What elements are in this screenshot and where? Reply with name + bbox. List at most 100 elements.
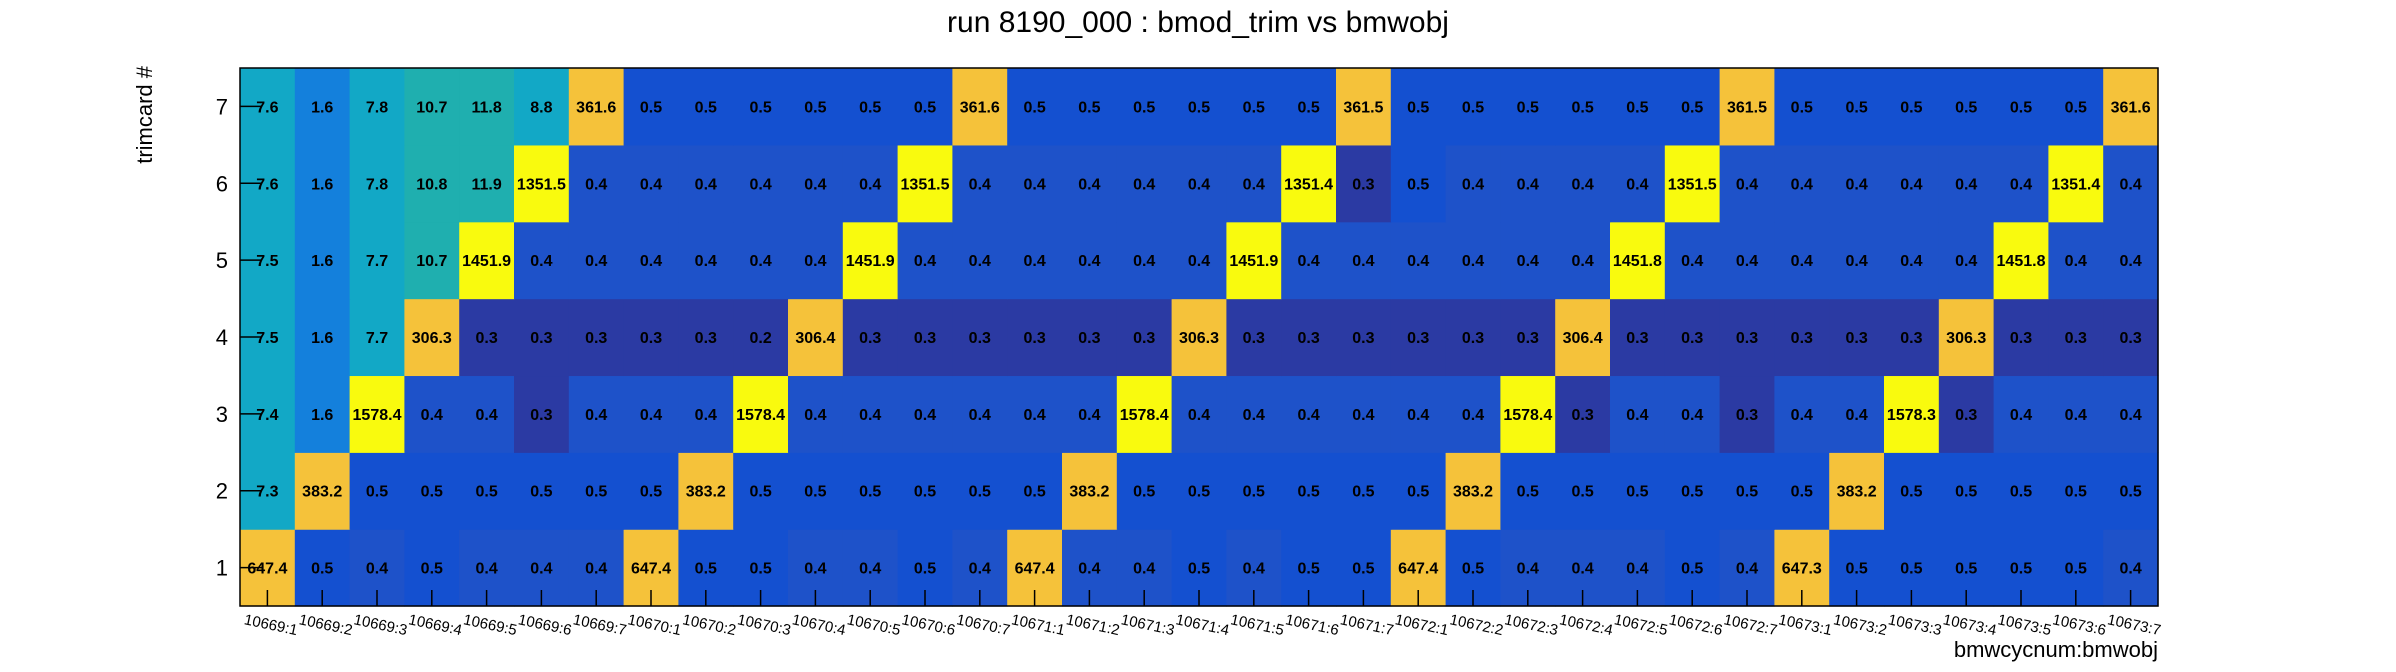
cell-value-label: 0.5 [366,484,388,501]
heatmap-cell [1171,452,1227,530]
heatmap-cell [623,375,679,453]
cell-value-label: 361.5 [1343,99,1383,116]
cell-value-label: 0.4 [1845,253,1867,270]
cell-value-label: 0.3 [1352,176,1374,193]
cell-value-label: 0.5 [804,99,826,116]
cell-value-label: 1.6 [311,99,333,116]
heatmap-cell [1500,221,1556,300]
heatmap-cell [1993,221,2049,300]
heatmap-cell [1993,452,2049,530]
cell-value-label: 0.4 [859,407,881,424]
cell-value-label: 0.4 [640,253,662,270]
heatmap-cell [623,298,679,377]
x-tick-label: 10671:5 [1229,611,1286,639]
cell-value-label: 0.4 [1078,407,1100,424]
cell-value-label: 0.3 [969,330,991,347]
heatmap-cell [1281,298,1337,377]
heatmap-cell [623,221,679,300]
cell-value-label: 647.4 [1398,561,1438,578]
cell-value-label: 0.5 [1845,99,1867,116]
cell-value-label: 0.3 [1736,330,1758,347]
cell-value-label: 0.4 [969,561,991,578]
heatmap-cell [2048,221,2104,300]
heatmap-cell [678,452,734,530]
cell-value-label: 1.6 [311,407,333,424]
cell-value-label: 1.6 [311,253,333,270]
heatmap-cell [897,68,953,146]
cell-value-label: 0.3 [1845,330,1867,347]
heatmap-cell [568,144,625,223]
cell-value-label: 0.5 [530,484,552,501]
cell-value-label: 361.5 [1727,99,1767,116]
cell-value-label: 0.3 [1023,330,1045,347]
cell-value-label: 0.5 [1078,99,1100,116]
cell-value-label: 0.4 [1900,176,1922,193]
cell-value-label: 0.4 [1023,253,1045,270]
cell-value-label: 0.5 [1297,484,1319,501]
heatmap-cell [1829,298,1885,377]
cell-value-label: 0.4 [1791,253,1813,270]
cell-value-label: 7.4 [256,407,278,424]
cell-value-label: 8.8 [530,99,552,116]
cell-value-label: 306.4 [795,330,835,347]
cell-value-label: 0.3 [1352,330,1374,347]
cell-value-label: 361.6 [576,99,616,116]
cell-value-label: 0.4 [2119,253,2141,270]
cell-value-label: 0.4 [1188,253,1210,270]
heatmap-cell [1281,144,1337,223]
cell-value-label: 0.4 [1352,253,1374,270]
heatmap-cell [404,452,460,530]
heatmap-cell [623,452,679,530]
cell-value-label: 647.4 [247,561,287,578]
heatmap-cell [1226,375,1282,453]
heatmap-cell [568,221,625,300]
cell-value-label: 7.8 [366,176,388,193]
cell-value-label: 306.3 [1946,330,1986,347]
cell-value-label: 383.2 [1069,484,1109,501]
cell-value-label: 1351.4 [1284,176,1333,193]
cell-value-label: 1578.4 [1503,407,1552,424]
cell-value-label: 0.4 [1681,253,1703,270]
cell-value-label: 0.5 [914,99,936,116]
cell-value-label: 0.5 [1955,99,1977,116]
cell-value-label: 0.5 [1297,99,1319,116]
cell-value-label: 0.5 [859,484,881,501]
cell-value-label: 0.4 [1078,253,1100,270]
heatmap-cell [404,298,460,377]
heatmap-cell [1390,221,1447,300]
cell-value-label: 0.5 [2065,99,2087,116]
heatmap-cell [1719,221,1775,300]
cell-value-label: 0.3 [2119,330,2141,347]
cell-value-label: 0.5 [749,561,771,578]
cell-value-label: 0.4 [2119,407,2141,424]
cell-value-label: 1351.5 [1668,176,1717,193]
cell-value-label: 0.5 [749,484,771,501]
heatmap-cell [1774,452,1830,530]
heatmap-cell [1007,144,1063,223]
heatmap-cell [897,144,953,223]
heatmap-cell [1664,298,1721,377]
heatmap-cell [1610,375,1666,453]
x-tick-label: 10673:3 [1887,611,1944,639]
heatmap-cell [733,298,789,377]
heatmap-cell [2103,452,2159,530]
cell-value-label: 0.4 [1462,407,1484,424]
heatmap-cell [349,144,405,223]
cell-value-label: 0.5 [859,99,881,116]
heatmap-cell [1171,221,1227,300]
heatmap-cell [294,221,351,300]
cell-value-label: 0.4 [1626,407,1648,424]
heatmap-cell [1116,375,1173,453]
y-axis: 1 2 3 4 5 6 7 [216,94,262,581]
cell-value-label: 1351.5 [517,176,566,193]
x-tick-label: 10669:2 [297,611,354,639]
cell-value-label: 0.4 [1133,253,1155,270]
heatmap-cell [514,221,570,300]
heatmap-cell [1116,144,1173,223]
heatmap-cell [404,144,460,223]
cell-value-label: 0.5 [421,561,443,578]
heatmap-cell [1610,144,1666,223]
heatmap-cell [1500,68,1556,146]
heatmap-cell [1664,375,1721,453]
cell-value-label: 1.6 [311,330,333,347]
